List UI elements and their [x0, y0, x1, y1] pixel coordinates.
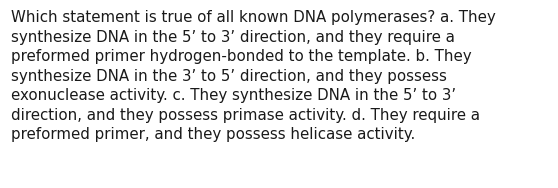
Text: Which statement is true of all known DNA polymerases? a. They
synthesize DNA in : Which statement is true of all known DNA…	[11, 10, 496, 142]
